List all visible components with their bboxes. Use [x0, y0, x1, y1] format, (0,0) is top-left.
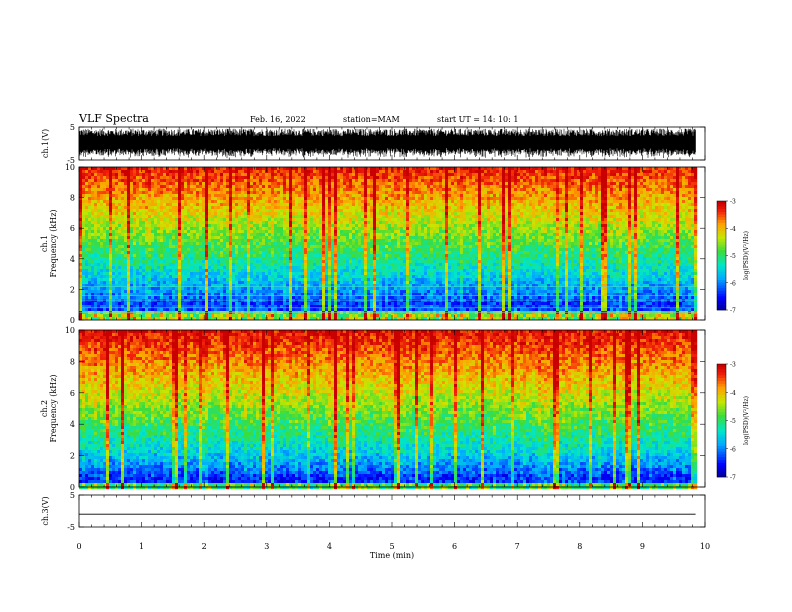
x-tick-label: 3	[264, 542, 269, 551]
colorbar: -3 -4 -5 -6 -7 log(PSD)(V²/Hz)	[717, 362, 750, 482]
colorbar-tick-label: -6	[730, 280, 736, 287]
x-tick-label: 10	[700, 542, 710, 551]
y-tick-label: 6	[70, 389, 75, 398]
x-tick-label: 9	[640, 542, 645, 551]
y-tick-label: 2	[70, 285, 75, 294]
time-axis: 0 1 2 3 4 5 6 7 8 9 10 Time (min)	[76, 542, 710, 560]
ch1-waveform-panel: 5-5ch.1(V)	[41, 123, 705, 165]
colorbar-tick-label: -5	[730, 418, 736, 425]
x-tick-label: 7	[515, 542, 520, 551]
y-tick-label: 8	[70, 194, 75, 203]
x-tick-label: 6	[452, 542, 457, 551]
y-tick-label: 6	[70, 224, 75, 233]
x-tick-label: 4	[327, 542, 332, 551]
y-tick-label: 5	[70, 123, 75, 132]
spectrogram-image	[79, 167, 697, 320]
frequency-label: Frequency (kHz)	[49, 209, 58, 277]
ch3-ylabel: ch.3(V)	[41, 496, 50, 525]
ch1-ylabel: ch.1(V)	[41, 129, 50, 158]
x-tick-label: 1	[139, 542, 144, 551]
frequency-label: Frequency (kHz)	[49, 374, 58, 442]
spectrogram-image	[79, 330, 697, 489]
y-tick-label: 4	[70, 255, 75, 264]
y-tick-label: 10	[65, 163, 75, 172]
colorbar-tick-label: -4	[730, 226, 736, 233]
x-tick-label: 8	[577, 542, 582, 551]
ch3-waveform-panel: 5 -5 ch.3(V)	[41, 491, 705, 532]
colorbar: -3 -4 -5 -6 -7 log(PSD)(V²/Hz)	[717, 199, 750, 315]
y-tick-label: 0	[70, 316, 75, 325]
y-tick-label: -5	[67, 523, 75, 532]
colorbar-label: log(PSD)(V²/Hz)	[743, 231, 750, 280]
ch1-trace	[79, 129, 696, 158]
colorbar-tick-label: -3	[730, 362, 736, 369]
x-tick-label: 0	[76, 542, 81, 551]
y-tick-label: 8	[70, 357, 75, 366]
x-tick-label: 5	[389, 542, 394, 551]
x-tick-label: 2	[202, 542, 207, 551]
colorbar-tick-label: -5	[730, 253, 736, 260]
channel-label: ch.2	[40, 400, 49, 417]
y-tick-label: 5	[70, 491, 75, 500]
colorbar-tick-label: -7	[730, 475, 736, 482]
y-tick-label: 4	[70, 420, 75, 429]
x-axis-label: Time (min)	[370, 551, 414, 560]
colorbar-label: log(PSD)(V²/Hz)	[743, 396, 750, 445]
channel-label: ch.1	[40, 235, 49, 252]
colorbar-tick-label: -7	[730, 308, 736, 315]
y-tick-label: 2	[70, 452, 75, 461]
ch1-spectrogram-panel: 0 2 4 6 8 10 ch.1 Frequency (kHz) -3 -4 -5 -6 -7 log(…	[40, 163, 750, 325]
colorbar-tick-label: -3	[730, 199, 736, 206]
colorbar-tick-label: -6	[730, 446, 736, 453]
y-tick-label: 10	[65, 326, 75, 335]
colorbar-tick-label: -4	[730, 390, 736, 397]
